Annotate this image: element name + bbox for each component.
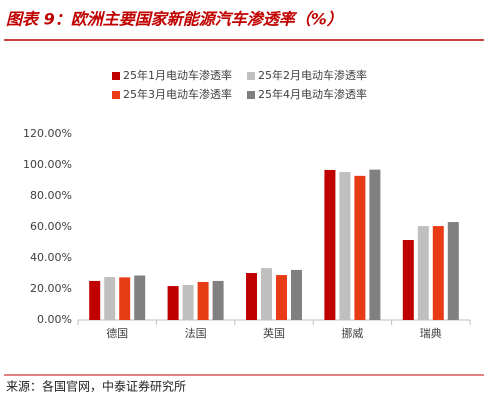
legend-label: 25年2月电动车渗透率 [258,68,367,82]
bar [246,273,257,320]
bar [354,175,366,320]
y-tick-label: 80.00% [30,189,72,202]
bar [167,286,179,320]
y-tick-label: 120.00% [23,127,72,140]
legend-swatch [112,91,120,99]
bar [182,284,194,320]
bar [134,275,146,320]
bar [369,169,381,320]
bar [447,222,459,320]
bar [212,280,224,320]
x-tick-label: 德国 [106,326,128,340]
bar [432,226,444,320]
x-tick-label: 挪威 [341,326,363,340]
y-tick-label: 40.00% [30,251,72,264]
x-tick-label: 英国 [263,326,285,340]
bar [276,275,287,320]
bar [291,269,302,320]
bar [261,268,272,320]
source-note: 来源：各国官网，中泰证券研究所 [6,379,186,394]
legend-swatch [247,72,255,80]
bar [417,226,429,320]
y-tick-label: 20.00% [30,282,72,295]
y-tick-label: 60.00% [30,220,72,233]
legend-label: 25年4月电动车渗透率 [258,87,367,101]
legend-swatch [247,91,255,99]
chart-title: 图表 9：欧洲主要国家新能源汽车渗透率（%） [6,10,343,29]
bar [119,277,131,320]
bar [89,280,101,320]
bar [339,171,351,320]
legend-label: 25年3月电动车渗透率 [123,87,232,101]
legend-swatch [112,72,120,80]
bar [197,282,209,320]
legend-label: 25年1月电动车渗透率 [123,68,232,82]
x-tick-label: 瑞典 [420,326,442,340]
y-tick-label: 100.00% [23,158,72,171]
bar [104,277,116,320]
x-tick-label: 法国 [185,326,207,340]
y-tick-label: 0.00% [37,313,72,326]
bar [402,240,414,320]
bar [324,169,336,320]
